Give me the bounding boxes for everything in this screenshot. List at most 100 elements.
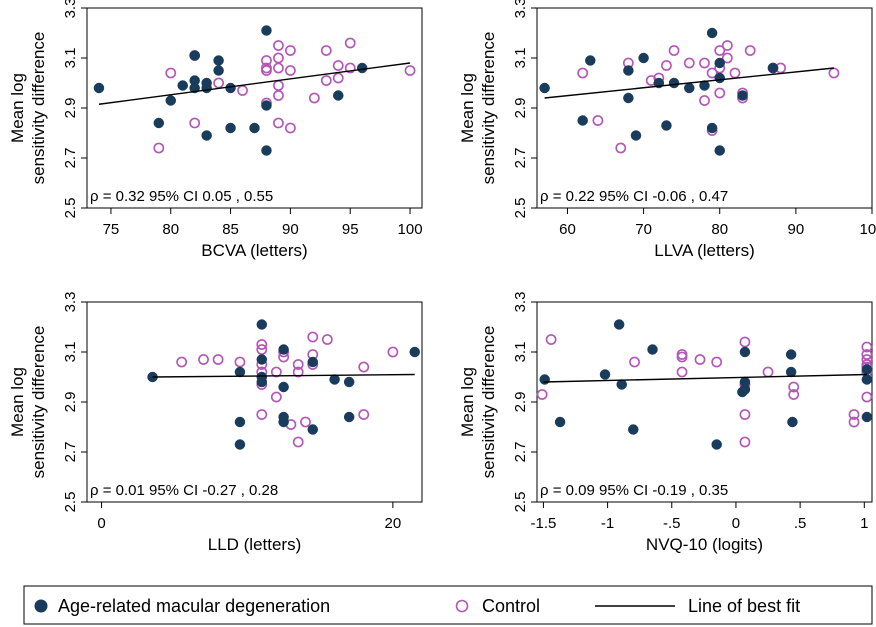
control-point [739,336,751,348]
x-tick-label: 100 [398,221,423,238]
amd-point [539,82,550,94]
amd-point [684,82,695,94]
control-point [762,366,774,378]
control-point [198,354,209,365]
y-tick-label: 2.9 [512,392,529,413]
legend-control-marker [455,599,469,613]
y-tick-label: 3.3 [62,0,79,18]
panel-nvq10: 2.5 2.7 2.9 3.1 3.3 -1.5 -1 -.5 0 .5 1 NVQ-10 (logi… [458,292,873,554]
control-point [273,62,284,74]
y-axis-label: Mean log sensitivity difference [8,32,48,185]
control-point [256,409,268,420]
control-point [744,45,756,56]
control-point [344,62,356,74]
control-point [629,356,640,368]
amd-point [630,130,642,141]
control-point [307,331,319,343]
amd-point [623,65,634,76]
x-axis-label: LLD (letters) [208,535,302,554]
legend: Age-related macular degeneration Control L… [23,585,873,625]
amd-point [329,374,340,385]
amd-point [714,145,725,156]
amd-point [623,92,634,104]
control-point [721,40,733,51]
control-point [332,60,344,71]
control-point [828,67,840,79]
amd-point [234,416,246,428]
panel-bcva: 2.5 2.7 2.9 3.1 3.3 75 80 85 90 95 100 BCVA (letter… [8,0,423,260]
amd-point [213,65,224,76]
control-point [592,115,604,126]
x-tick-label: 85 [222,221,239,238]
y-tick-label: 2.9 [62,98,79,119]
y-axis-label: Mean log sensitivity difference [458,32,498,185]
control-point [358,409,370,420]
amd-point [278,381,289,393]
control-point [256,339,268,350]
control-point [861,354,873,365]
amd-point [861,411,873,423]
x-axis-label: BCVA (letters) [201,241,307,260]
control-point [676,351,688,363]
control-point [683,57,695,69]
x-tick-label: 80 [711,221,728,238]
control-point [358,361,370,373]
amd-point [189,50,200,61]
control-point [189,117,201,129]
control-point [308,92,320,104]
correlation-stat: ρ = 0.32 95% CI 0.05 , 0.55 [90,188,273,205]
control-point [706,67,718,79]
y-tick-label: 3.1 [512,48,529,69]
amd-point [307,356,319,368]
control-point [788,389,800,400]
x-tick-label: 60 [559,221,576,238]
amd-point [785,349,797,360]
x-tick-label: .5 [794,515,807,532]
amd-point [256,354,268,365]
plot-frame [536,301,873,503]
amd-point [356,62,368,74]
y-tick-label: 3.1 [62,342,79,363]
best-fit-line [152,373,415,378]
correlation-stat: ρ = 0.01 95% CI -0.27 , 0.28 [90,482,278,499]
x-tick-label: 75 [103,221,120,238]
amd-point [189,82,200,94]
control-point [729,67,741,79]
y-tick-label: 2.5 [512,198,529,219]
control-point [261,65,272,76]
amd-point [861,364,873,375]
control-point [714,87,726,99]
amd-point [201,82,212,94]
amd-point [787,416,798,428]
y-axis-label-line: sensitivity difference [479,326,498,479]
control-point [694,354,706,365]
control-point [256,344,268,355]
amd-point [261,100,272,111]
amd-point [409,346,420,358]
legend-amd-label: Age-related macular degeneration [58,596,330,616]
amd-point [739,346,751,358]
amd-point [278,411,289,423]
amd-point [739,384,751,395]
y-tick-label: 2.5 [62,198,79,219]
amd-point [343,411,355,423]
control-point [153,142,165,154]
amd-point [638,52,649,64]
control-point [284,45,296,56]
control-point [320,75,332,86]
control-point [213,77,225,89]
control-point [714,45,726,56]
x-tick-label: 100 [859,221,876,238]
amd-point [256,319,268,330]
control-point [545,334,557,345]
amd-point [661,120,672,131]
control-point [661,60,672,71]
y-tick-label: 2.9 [512,98,529,119]
amd-point [737,90,748,101]
amd-point [307,424,319,435]
amd-point [93,82,105,94]
amd-point [554,416,566,428]
y-tick-label: 2.7 [62,148,79,169]
amd-point [261,25,272,36]
